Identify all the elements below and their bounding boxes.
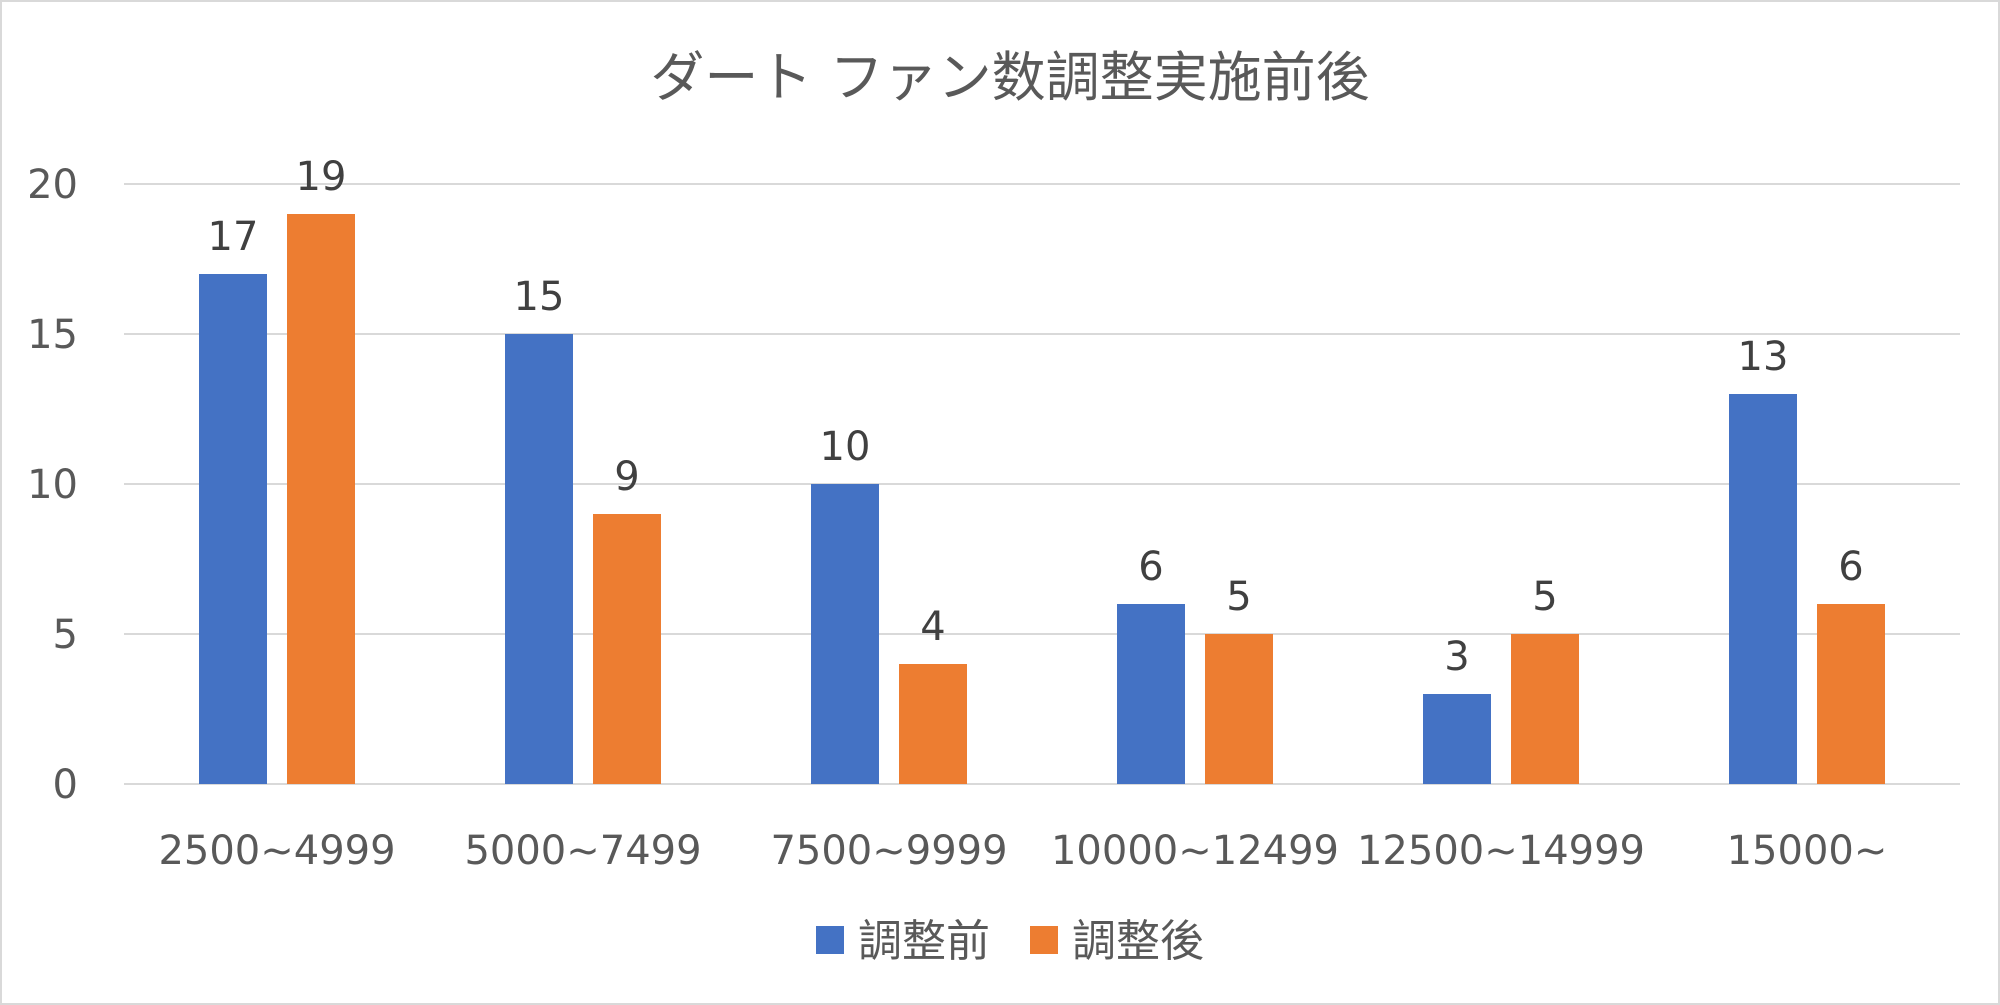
chart-title: ダート ファン数調整実施前後 [650, 46, 1369, 109]
x-axis-categories: 2500~4999 5000~7499 7500~9999 10000~12499 12… [158, 828, 1887, 874]
y-tick-label: 10 [27, 462, 78, 508]
x-category-label: 5000~7499 [464, 828, 701, 874]
data-label: 19 [296, 154, 347, 200]
bar-after [287, 214, 355, 784]
y-tick-label: 20 [27, 162, 78, 208]
x-category-label: 7500~9999 [770, 828, 1007, 874]
data-label: 17 [208, 214, 259, 260]
bar-after [593, 514, 661, 784]
x-category-label: 10000~12499 [1051, 828, 1339, 874]
bar-before [505, 334, 573, 784]
y-tick-label: 0 [53, 762, 78, 808]
bar-before [1423, 694, 1491, 784]
bar-after [1205, 634, 1273, 784]
y-tick-label: 15 [27, 312, 78, 358]
legend-label: 調整前 [858, 916, 990, 967]
data-label: 3 [1444, 634, 1469, 680]
bar-before [1117, 604, 1185, 784]
y-axis-ticks: 0 5 10 15 20 [27, 162, 78, 808]
x-category-label: 12500~14999 [1357, 828, 1645, 874]
y-tick-label: 5 [53, 612, 78, 658]
data-label: 4 [920, 604, 945, 650]
bars [199, 214, 1885, 784]
bar-before [1729, 394, 1797, 784]
data-labels: 17 19 15 9 10 4 6 5 3 5 13 6 [208, 154, 1864, 680]
bar-after [899, 664, 967, 784]
data-label: 5 [1226, 574, 1251, 620]
data-label: 6 [1138, 544, 1163, 590]
data-label: 6 [1838, 544, 1863, 590]
data-label: 9 [614, 454, 639, 500]
x-category-label: 2500~4999 [158, 828, 395, 874]
legend-swatch-before [816, 926, 844, 954]
data-label: 5 [1532, 574, 1557, 620]
gridlines [124, 183, 1960, 785]
data-label: 15 [514, 274, 565, 320]
legend-label: 調整後 [1072, 916, 1204, 967]
bar-after [1817, 604, 1885, 784]
bar-after [1511, 634, 1579, 784]
legend: 調整前 調整後 [816, 916, 1204, 967]
data-label: 10 [820, 424, 871, 470]
bar-before [811, 484, 879, 784]
x-category-label: 15000~ [1727, 828, 1888, 874]
bar-before [199, 274, 267, 784]
data-label: 13 [1738, 334, 1789, 380]
legend-swatch-after [1030, 926, 1058, 954]
